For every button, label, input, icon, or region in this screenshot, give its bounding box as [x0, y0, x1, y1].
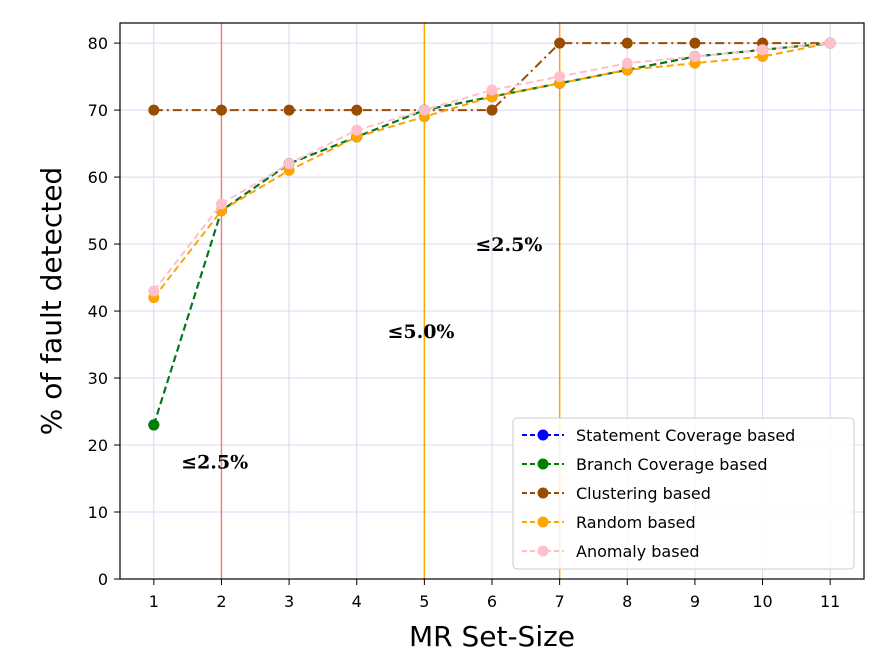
x-tick-label: 7	[555, 592, 565, 611]
x-tick-label: 4	[352, 592, 362, 611]
legend-label: Random based	[576, 513, 696, 532]
x-tick-label: 11	[820, 592, 840, 611]
data-point	[283, 158, 295, 170]
y-tick-label: 60	[88, 168, 108, 187]
y-tick-label: 0	[98, 570, 108, 589]
x-tick-label: 1	[149, 592, 159, 611]
legend-box	[512, 417, 855, 570]
legend-label: Statement Coverage based	[576, 426, 795, 445]
data-point	[148, 419, 160, 431]
x-tick-label: 5	[419, 592, 429, 611]
threshold-annotation: ≤2.5%	[181, 451, 248, 473]
threshold-lines	[220, 23, 561, 579]
legend-item: Statement Coverage based	[522, 426, 795, 445]
data-point	[351, 124, 363, 136]
threshold-annotation: ≤2.5%	[475, 234, 542, 256]
data-point	[621, 57, 633, 69]
y-tick-label: 10	[88, 503, 108, 522]
annotations: ≤2.5% ≤5.0% ≤2.5%	[181, 234, 542, 474]
y-tick-label: 50	[88, 235, 108, 254]
legend-marker	[537, 545, 549, 557]
data-point	[689, 50, 701, 62]
data-point	[148, 104, 160, 116]
legend-label: Clustering based	[576, 484, 711, 503]
data-point	[486, 84, 498, 96]
x-tick-label: 6	[487, 592, 497, 611]
legend-item: Random based	[522, 513, 696, 532]
threshold-annotation: ≤5.0%	[387, 321, 454, 343]
x-tick-label: 3	[284, 592, 294, 611]
x-tick-label: 9	[690, 592, 700, 611]
legend-item: Clustering based	[522, 484, 711, 503]
x-axis-title: MR Set-Size	[409, 620, 575, 653]
data-point	[554, 37, 566, 49]
legend-marker	[537, 516, 549, 528]
data-point	[283, 104, 295, 116]
legend: Statement Coverage based Branch Coverage …	[512, 417, 855, 570]
y-tick-label: 40	[88, 302, 108, 321]
y-tick-label: 30	[88, 369, 108, 388]
legend-marker	[537, 429, 549, 441]
x-axis-ticks: 1 2 3 4 5 6 7 8 9 10 11	[149, 579, 840, 611]
legend-marker	[537, 458, 549, 470]
y-tick-label: 70	[88, 101, 108, 120]
y-tick-label: 80	[88, 34, 108, 53]
y-axis-ticks: 0 10 20 30 40 50 60 70 80	[88, 34, 120, 589]
y-axis-title: % of fault detected	[35, 167, 68, 435]
data-point	[757, 44, 769, 56]
x-tick-label: 10	[752, 592, 772, 611]
series-anomaly-based	[148, 37, 836, 297]
legend-item: Branch Coverage based	[522, 455, 768, 474]
data-point	[418, 104, 430, 116]
data-point	[148, 285, 160, 297]
data-point	[486, 104, 498, 116]
legend-label: Branch Coverage based	[576, 455, 768, 474]
legend-label: Anomaly based	[576, 542, 700, 561]
data-point	[215, 104, 227, 116]
legend-item: Anomaly based	[522, 542, 700, 561]
data-point	[554, 71, 566, 83]
x-tick-label: 2	[216, 592, 226, 611]
series-group	[148, 37, 836, 431]
data-point	[689, 37, 701, 49]
x-tick-label: 8	[622, 592, 632, 611]
legend-marker	[537, 487, 549, 499]
series-line	[153, 42, 831, 112]
y-tick-label: 20	[88, 436, 108, 455]
data-point	[351, 104, 363, 116]
data-point	[824, 37, 836, 49]
data-point	[621, 37, 633, 49]
data-point	[215, 198, 227, 210]
